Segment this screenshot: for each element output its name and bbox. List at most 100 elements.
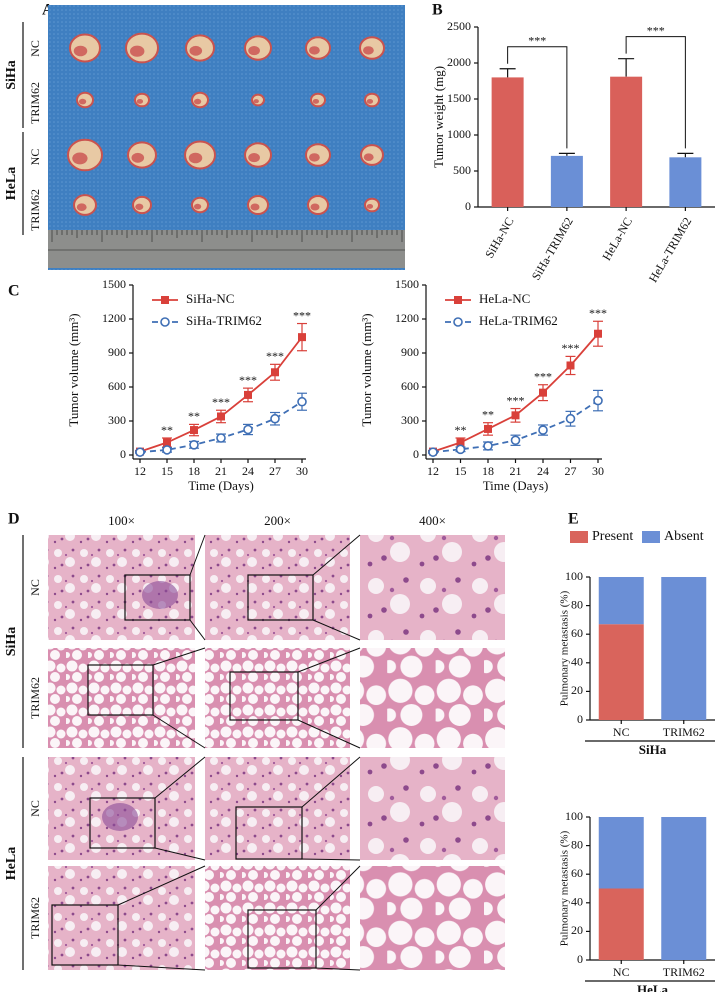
- tumor-spot: [79, 98, 87, 105]
- zoom-box: [87, 664, 154, 716]
- x-axis-label: Time (Days): [188, 478, 254, 493]
- tumor-spot: [363, 153, 374, 162]
- y-tick-label: 100: [565, 809, 583, 823]
- tumor-spot: [194, 203, 202, 210]
- tumor-spot: [248, 153, 260, 163]
- zoom-connector: [154, 847, 206, 861]
- y-tick-label: 900: [401, 345, 419, 359]
- lesion: [142, 581, 178, 609]
- zoom-box: [124, 574, 191, 621]
- y-tick-label: 60: [571, 626, 583, 640]
- column-label: 100×: [108, 513, 135, 528]
- x-tick-label: HeLa-TRIM62: [646, 215, 694, 285]
- row-label: NC: [28, 579, 42, 596]
- marker: [594, 329, 602, 338]
- significance-label: ***: [212, 395, 230, 409]
- y-tick-label: 0: [120, 447, 126, 461]
- column-label: 400×: [419, 513, 446, 528]
- y-axis-label: Pulmonary metastasis (%): [559, 830, 571, 946]
- x-axis-label: Time (Days): [483, 478, 549, 493]
- x-tick-label: 21: [510, 464, 522, 478]
- zoom-connector: [152, 714, 206, 749]
- ruler: [48, 230, 405, 268]
- y-tick-label: 80: [571, 597, 583, 611]
- x-tick-label: NC: [613, 965, 630, 979]
- significance-label: **: [188, 409, 200, 423]
- significance-label: ***: [528, 34, 546, 48]
- bar: [491, 77, 524, 208]
- marker: [217, 412, 225, 421]
- x-tick-label: 18: [188, 464, 200, 478]
- bar: [669, 157, 702, 207]
- significance-label: ***: [562, 341, 580, 355]
- significance-label: ***: [266, 349, 284, 363]
- marker: [243, 424, 253, 435]
- panel-letter: C: [8, 283, 20, 300]
- tumor-spot: [366, 203, 374, 209]
- tumor-spot: [312, 98, 320, 104]
- bar-segment: [661, 817, 707, 960]
- bar: [610, 76, 643, 208]
- marker: [297, 396, 307, 407]
- y-tick-label: 60: [571, 866, 583, 880]
- y-tick-label: 1200: [395, 311, 419, 325]
- y-tick-label: 40: [571, 655, 583, 669]
- y-tick-label: 100: [565, 569, 583, 583]
- y-axis-label: Tumor volume (mm³): [66, 313, 81, 426]
- y-tick-label: 80: [571, 837, 583, 851]
- marker: [538, 425, 548, 435]
- zoom-box: [247, 909, 317, 969]
- zoom-connector: [312, 534, 361, 576]
- zoom-connector: [312, 619, 361, 641]
- x-tick-label: 18: [482, 464, 494, 478]
- x-tick-label: TRIM62: [663, 965, 705, 979]
- zoom-connector: [297, 647, 361, 673]
- zoom-connector: [315, 865, 361, 911]
- legend-label: SiHa-TRIM62: [186, 313, 262, 328]
- zoom-connector: [297, 719, 361, 749]
- panel-letter: B: [432, 2, 443, 19]
- y-tick-label: 600: [108, 379, 126, 393]
- x-tick-label: 30: [296, 464, 308, 478]
- legend-label: Present: [592, 529, 633, 544]
- legend-swatch: [570, 531, 588, 543]
- row-label: NC: [28, 40, 42, 57]
- group-label: HeLa: [4, 167, 19, 200]
- group-label: SiHa: [4, 60, 19, 90]
- marker: [216, 433, 226, 443]
- y-tick-label: 600: [401, 379, 419, 393]
- column-label: 200×: [264, 513, 291, 528]
- zoom-box: [235, 806, 303, 860]
- y-tick-label: 500: [453, 163, 471, 177]
- y-tick-label: 0: [577, 712, 583, 726]
- zoom-connector: [154, 756, 206, 799]
- bar-segment: [661, 577, 707, 720]
- x-tick-label: TRIM62: [663, 725, 705, 739]
- significance-label: ***: [293, 308, 311, 322]
- y-tick-label: 20: [571, 683, 583, 697]
- histology-image: [360, 866, 505, 970]
- zoom-connector: [117, 865, 206, 906]
- tumor-spot: [253, 99, 259, 104]
- zoom-connector: [117, 964, 206, 971]
- row-label: TRIM62: [28, 189, 42, 231]
- significance-label: ***: [507, 393, 525, 407]
- y-tick-label: 1500: [102, 277, 126, 291]
- x-tick-label: 24: [537, 464, 549, 478]
- tumor-spot: [76, 203, 87, 212]
- marker: [270, 413, 280, 424]
- x-tick-label: 27: [269, 464, 281, 478]
- y-tick-label: 20: [571, 923, 583, 937]
- marker: [163, 438, 171, 447]
- x-tick-label: SiHa-TRIM62: [529, 215, 576, 283]
- histology-image: [205, 535, 350, 640]
- zoom-connector: [301, 756, 361, 808]
- panel-letter: D: [8, 511, 20, 528]
- tumor-spot: [310, 203, 320, 211]
- legend-swatch: [642, 531, 660, 543]
- group-label: SiHa: [4, 627, 19, 657]
- x-tick-label: 24: [242, 464, 254, 478]
- marker: [162, 445, 172, 455]
